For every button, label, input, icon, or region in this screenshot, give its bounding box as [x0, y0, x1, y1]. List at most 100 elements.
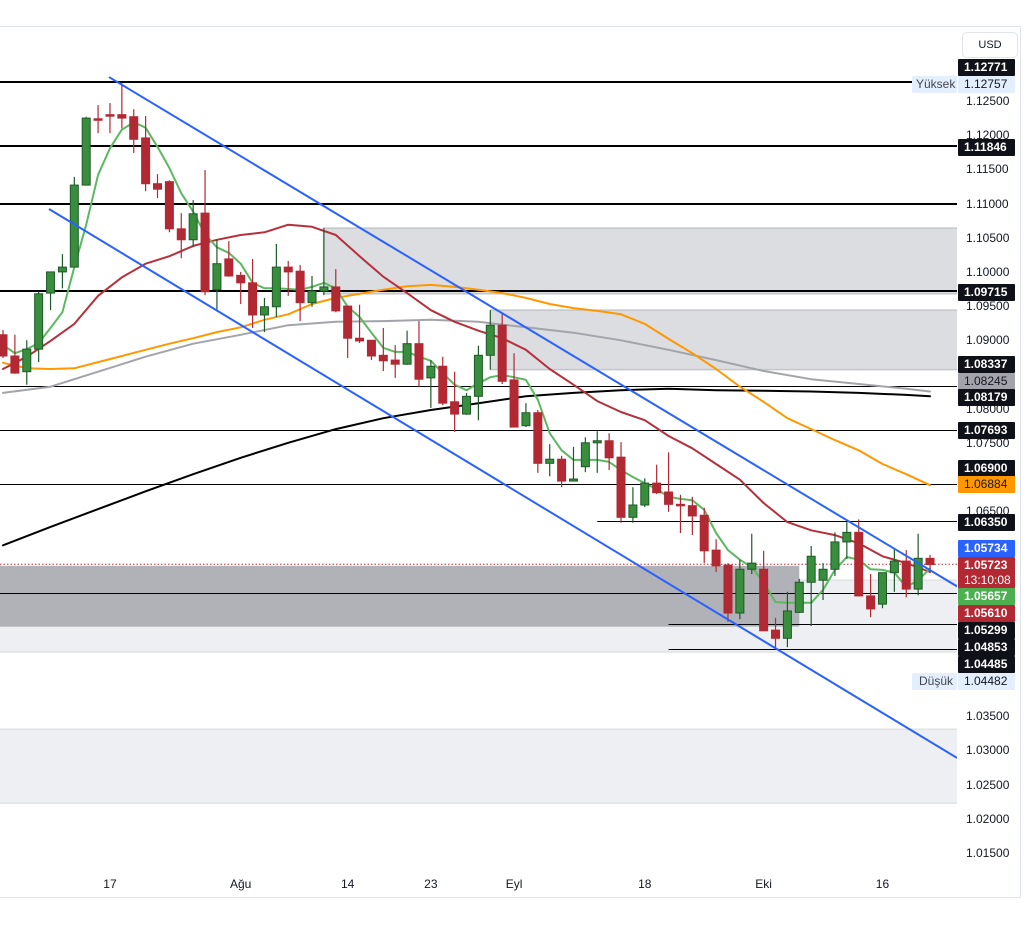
price-axis[interactable]: 1.12500 1.12000 1.11500 1.11000 1.10500 1.100… [957, 27, 1020, 870]
candle-body [806, 555, 816, 583]
candle-bullish [628, 487, 638, 523]
candle-bearish [153, 174, 163, 199]
zone-upper-resistance[interactable] [322, 228, 957, 294]
candle-body [450, 401, 460, 415]
candle-body [866, 595, 876, 610]
level-1-04853-badge-value: 1.04853 [964, 639, 1008, 654]
level-1-07693-badge-value: 1.07693 [964, 422, 1008, 437]
channel-value-badge-value: 1.05734 [964, 540, 1008, 555]
candle-bearish [378, 327, 388, 372]
candle-body [10, 355, 20, 374]
candle-body [236, 274, 246, 284]
candle-bullish [782, 591, 792, 648]
candle-body [545, 458, 555, 464]
candle-body [390, 359, 400, 365]
candle-bullish [307, 276, 317, 307]
candle-bullish [806, 546, 816, 627]
level-1-06900-badge: 1.06900 [958, 459, 1015, 477]
level-1-05299-badge: 1.05299 [958, 621, 1015, 639]
candle-bearish [331, 269, 341, 313]
channel-lower-trendline[interactable] [48, 208, 957, 759]
candle-bullish [402, 330, 412, 365]
candle-body [664, 491, 674, 505]
current-price-badge: 1.05723 13:10:08 [958, 557, 1015, 590]
zones-layer [0, 227, 957, 804]
candle-bullish [212, 239, 222, 311]
level-1-04485-badge-value: 1.04485 [964, 656, 1008, 671]
time-tick-label: 16 [875, 877, 890, 891]
candle-body [652, 482, 662, 494]
time-tick-label: 17 [103, 877, 117, 891]
candle-bullish [580, 437, 590, 473]
ma-gray-line[interactable] [2, 318, 931, 394]
low-value-badge-value: 1.04482 [964, 673, 1008, 688]
time-axis[interactable]: 17 Ağu 14 23 Eyl 18 Eki 16 [0, 870, 957, 897]
candle-body [509, 379, 519, 428]
candle-body [355, 337, 365, 342]
candle-bearish [687, 496, 697, 536]
candle-bullish [271, 243, 281, 318]
candle-body [153, 183, 163, 190]
candle-bullish [842, 522, 852, 560]
chart-bottom-border [0, 897, 1021, 898]
candle-bullish [259, 297, 269, 333]
zone-lower-support[interactable] [0, 729, 957, 804]
candle-bearish [117, 83, 127, 129]
high-value-badge-value: 1.12757 [964, 76, 1008, 91]
candle-bearish [355, 304, 365, 343]
candle-bearish [557, 455, 567, 488]
candle-bearish [295, 265, 305, 322]
candle-body [426, 365, 436, 379]
level-1-05299-badge-value: 1.05299 [964, 622, 1008, 637]
candle-body [675, 503, 685, 507]
candle-bullish [747, 533, 757, 575]
level-1-04485-badge: 1.04485 [958, 655, 1015, 673]
candle-bullish [592, 431, 602, 473]
trend-channel-layer[interactable] [48, 76, 957, 759]
price-tick-label: 1.10500 [966, 230, 1010, 245]
zone-dark-support[interactable] [0, 565, 800, 627]
candle-bearish [141, 116, 151, 192]
ma-green-line[interactable] [2, 121, 931, 604]
level-1-11846-badge-value: 1.11846 [964, 139, 1007, 154]
level-1-09715-badge-value: 1.09715 [964, 284, 1008, 299]
zone-mid-resistance[interactable] [490, 310, 957, 370]
ma-gray-value-badge-value: 1.08245 [964, 373, 1008, 388]
candle-body [343, 305, 353, 339]
candle-body [57, 266, 67, 273]
candle-bearish [497, 314, 507, 385]
channel-upper-trendline[interactable] [108, 76, 957, 588]
candle-bearish [414, 321, 424, 387]
candle-body [366, 339, 376, 357]
ma-orange-line[interactable] [2, 283, 931, 487]
level-1-04853-badge: 1.04853 [958, 638, 1015, 656]
candle-body [200, 212, 210, 293]
candle-body [782, 610, 792, 639]
candle-bearish [105, 103, 115, 134]
candle-bullish [521, 403, 531, 428]
price-tick-label: 1.09500 [966, 299, 1010, 314]
candle-body [438, 365, 448, 404]
candle-body [628, 504, 638, 518]
candle-bearish [0, 330, 8, 359]
candle-body [473, 354, 483, 397]
candle-body [854, 531, 864, 597]
candle-bullish [485, 310, 495, 370]
candle-bullish [426, 360, 436, 408]
candle-bearish [93, 105, 103, 134]
candle-body [533, 412, 543, 464]
candle-body [557, 458, 567, 482]
currency-button[interactable]: USD [962, 32, 1018, 58]
candle-body [212, 263, 222, 291]
time-tick-label: Eki [755, 877, 772, 891]
candle-body [913, 557, 923, 590]
time-tick-label: Eyl [505, 877, 523, 891]
chart-plot-area[interactable] [0, 27, 957, 870]
candle-body [699, 514, 709, 552]
price-tick-label: 1.07500 [966, 435, 1010, 450]
ma-red-line[interactable] [2, 223, 931, 573]
price-tick-label: 1.02000 [966, 811, 1010, 826]
candle-body [485, 324, 495, 356]
ma-black-value-badge-value: 1.08179 [964, 389, 1008, 404]
candle-body [46, 271, 56, 294]
